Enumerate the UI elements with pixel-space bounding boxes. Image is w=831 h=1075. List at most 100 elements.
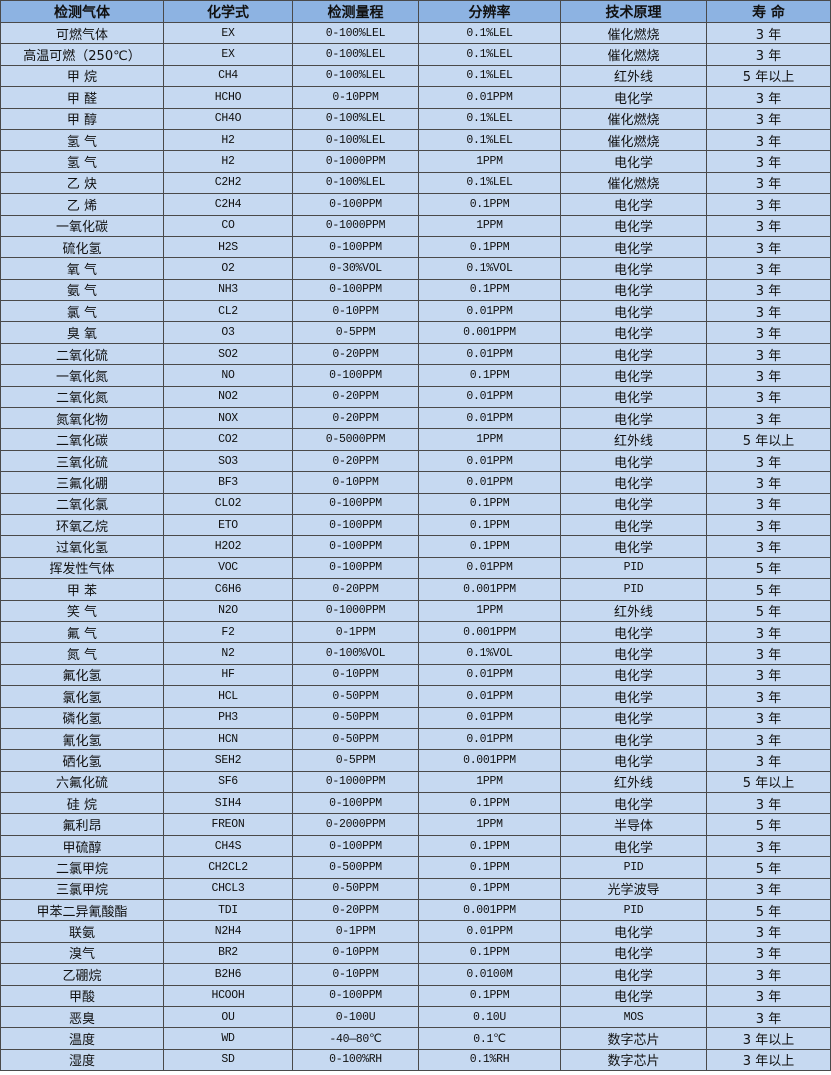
- cell-principle: 电化学: [560, 385, 707, 409]
- cell-resolution: 0.001PPM: [418, 899, 561, 922]
- cell-range: 0-100PPM: [292, 535, 419, 558]
- table-row: 磷化氢 PH3 0-50PPM 0.01PPM 电化学 3 年: [0, 706, 831, 729]
- cell-principle: 电化学: [560, 492, 707, 515]
- cell-principle: 电化学: [560, 941, 707, 965]
- cell-formula: HCOOH: [163, 984, 293, 1007]
- cell-principle: 红外线: [560, 770, 707, 794]
- cell-resolution: 0.01PPM: [418, 300, 561, 323]
- cell-formula: CH4: [163, 64, 293, 88]
- cell-gas: 氧 气: [0, 257, 164, 280]
- cell-gas: 六氟化硫: [0, 770, 164, 794]
- table-row: 一氧化碳 CO 0-1000PPM 1PPM 电化学 3 年: [0, 214, 831, 237]
- cell-principle: 电化学: [560, 193, 707, 216]
- cell-gas: 甲 烷: [0, 64, 164, 88]
- cell-resolution: 1PPM: [418, 428, 561, 451]
- header-lifespan: 寿 命: [706, 0, 831, 23]
- cell-range: 0-1000PPM: [292, 150, 419, 173]
- cell-lifespan: 3 年: [706, 193, 831, 216]
- cell-lifespan: 3 年: [706, 492, 831, 515]
- cell-resolution: 0.01PPM: [418, 685, 561, 708]
- cell-principle: 电化学: [560, 150, 707, 173]
- cell-gas: 氮氧化物: [0, 407, 164, 430]
- cell-range: 0-1PPM: [292, 920, 419, 943]
- cell-principle: 电化学: [560, 685, 707, 708]
- table-row: 甲 苯 C6H6 0-20PPM 0.001PPM PID 5 年: [0, 578, 831, 601]
- cell-lifespan: 3 年: [706, 963, 831, 986]
- cell-gas: 甲硫醇: [0, 834, 164, 858]
- cell-principle: 电化学: [560, 642, 707, 665]
- table-row: 氢 气 H2 0-100%LEL 0.1%LEL 催化燃烧 3 年: [0, 128, 831, 152]
- table-row: 乙 炔 C2H2 0-100%LEL 0.1%LEL 催化燃烧 3 年: [0, 171, 831, 195]
- table-row: 硅 烷 SIH4 0-100PPM 0.1PPM 电化学 3 年: [0, 792, 831, 815]
- cell-principle: 电化学: [560, 235, 707, 259]
- cell-formula: CL2: [163, 300, 293, 323]
- cell-range: 0-10PPM: [292, 300, 419, 323]
- cell-range: 0-100U: [292, 1005, 419, 1029]
- cell-gas: 氢 气: [0, 150, 164, 173]
- cell-principle: 电化学: [560, 727, 707, 751]
- cell-principle: 电化学: [560, 792, 707, 815]
- cell-principle: 电化学: [560, 920, 707, 943]
- cell-lifespan: 3 年: [706, 300, 831, 323]
- cell-lifespan: 3 年: [706, 685, 831, 708]
- table-row: 氯化氢 HCL 0-50PPM 0.01PPM 电化学 3 年: [0, 685, 831, 708]
- cell-lifespan: 3 年: [706, 792, 831, 815]
- table-row: 氧 气 O2 0-30%VOL 0.1%VOL 电化学 3 年: [0, 257, 831, 280]
- cell-range: 0-100PPM: [292, 278, 419, 302]
- table-row: 乙 烯 C2H4 0-100PPM 0.1PPM 电化学 3 年: [0, 193, 831, 216]
- cell-formula: N2: [163, 642, 293, 665]
- cell-formula: NH3: [163, 278, 293, 302]
- cell-range: 0-10PPM: [292, 86, 419, 109]
- table-row: 三氧化硫 SO3 0-20PPM 0.01PPM 电化学 3 年: [0, 449, 831, 473]
- cell-lifespan: 3 年: [706, 321, 831, 344]
- cell-lifespan: 3 年: [706, 21, 831, 45]
- cell-range: 0-50PPM: [292, 727, 419, 751]
- cell-lifespan: 3 年: [706, 171, 831, 195]
- cell-resolution: 0.1PPM: [418, 535, 561, 558]
- cell-resolution: 0.001PPM: [418, 620, 561, 644]
- cell-resolution: 0.001PPM: [418, 578, 561, 601]
- table-row: 温度 WD -40—80℃ 0.1℃ 数字芯片 3 年以上: [0, 1027, 831, 1050]
- cell-lifespan: 3 年: [706, 984, 831, 1007]
- cell-formula: B2H6: [163, 963, 293, 986]
- cell-resolution: 0.1%LEL: [418, 128, 561, 152]
- cell-resolution: 0.01PPM: [418, 407, 561, 430]
- cell-formula: WD: [163, 1027, 293, 1050]
- table-row: 高温可燃（250℃） EX 0-100%LEL 0.1%LEL 催化燃烧 3 年: [0, 43, 831, 66]
- table-row: 硫化氢 H2S 0-100PPM 0.1PPM 电化学 3 年: [0, 235, 831, 259]
- cell-formula: O3: [163, 321, 293, 344]
- cell-formula: CH4S: [163, 834, 293, 858]
- cell-range: 0-100PPM: [292, 235, 419, 259]
- cell-formula: EX: [163, 21, 293, 45]
- cell-formula: SO3: [163, 449, 293, 473]
- table-row: 甲硫醇 CH4S 0-100PPM 0.1PPM 电化学 3 年: [0, 834, 831, 858]
- cell-gas: 联氨: [0, 920, 164, 943]
- cell-range: 0-20PPM: [292, 578, 419, 601]
- cell-resolution: 0.1%LEL: [418, 21, 561, 45]
- table-row: 氮 气 N2 0-100%VOL 0.1%VOL 电化学 3 年: [0, 642, 831, 665]
- cell-formula: NO2: [163, 385, 293, 409]
- cell-resolution: 0.1PPM: [418, 278, 561, 302]
- cell-gas: 挥发性气体: [0, 556, 164, 580]
- cell-range: 0-100PPM: [292, 513, 419, 537]
- cell-lifespan: 3 年: [706, 941, 831, 965]
- cell-resolution: 0.1%LEL: [418, 107, 561, 130]
- cell-lifespan: 3 年: [706, 706, 831, 729]
- cell-gas: 氰化氢: [0, 727, 164, 751]
- cell-range: 0-100%VOL: [292, 642, 419, 665]
- cell-principle: 电化学: [560, 663, 707, 687]
- header-range: 检测量程: [292, 0, 419, 23]
- cell-range: 0-20PPM: [292, 449, 419, 473]
- cell-principle: 电化学: [560, 963, 707, 986]
- cell-gas: 恶臭: [0, 1005, 164, 1029]
- cell-gas: 氯 气: [0, 300, 164, 323]
- table-row: 二氧化碳 CO2 0-5000PPM 1PPM 红外线 5 年以上: [0, 428, 831, 451]
- cell-principle: 电化学: [560, 86, 707, 109]
- cell-formula: C2H4: [163, 193, 293, 216]
- cell-resolution: 0.01PPM: [418, 920, 561, 943]
- cell-principle: 催化燃烧: [560, 107, 707, 130]
- header-formula: 化学式: [163, 0, 293, 23]
- cell-gas: 三氯甲烷: [0, 877, 164, 901]
- table-row: 二氧化氯 CLO2 0-100PPM 0.1PPM 电化学 3 年: [0, 492, 831, 515]
- cell-lifespan: 5 年: [706, 578, 831, 601]
